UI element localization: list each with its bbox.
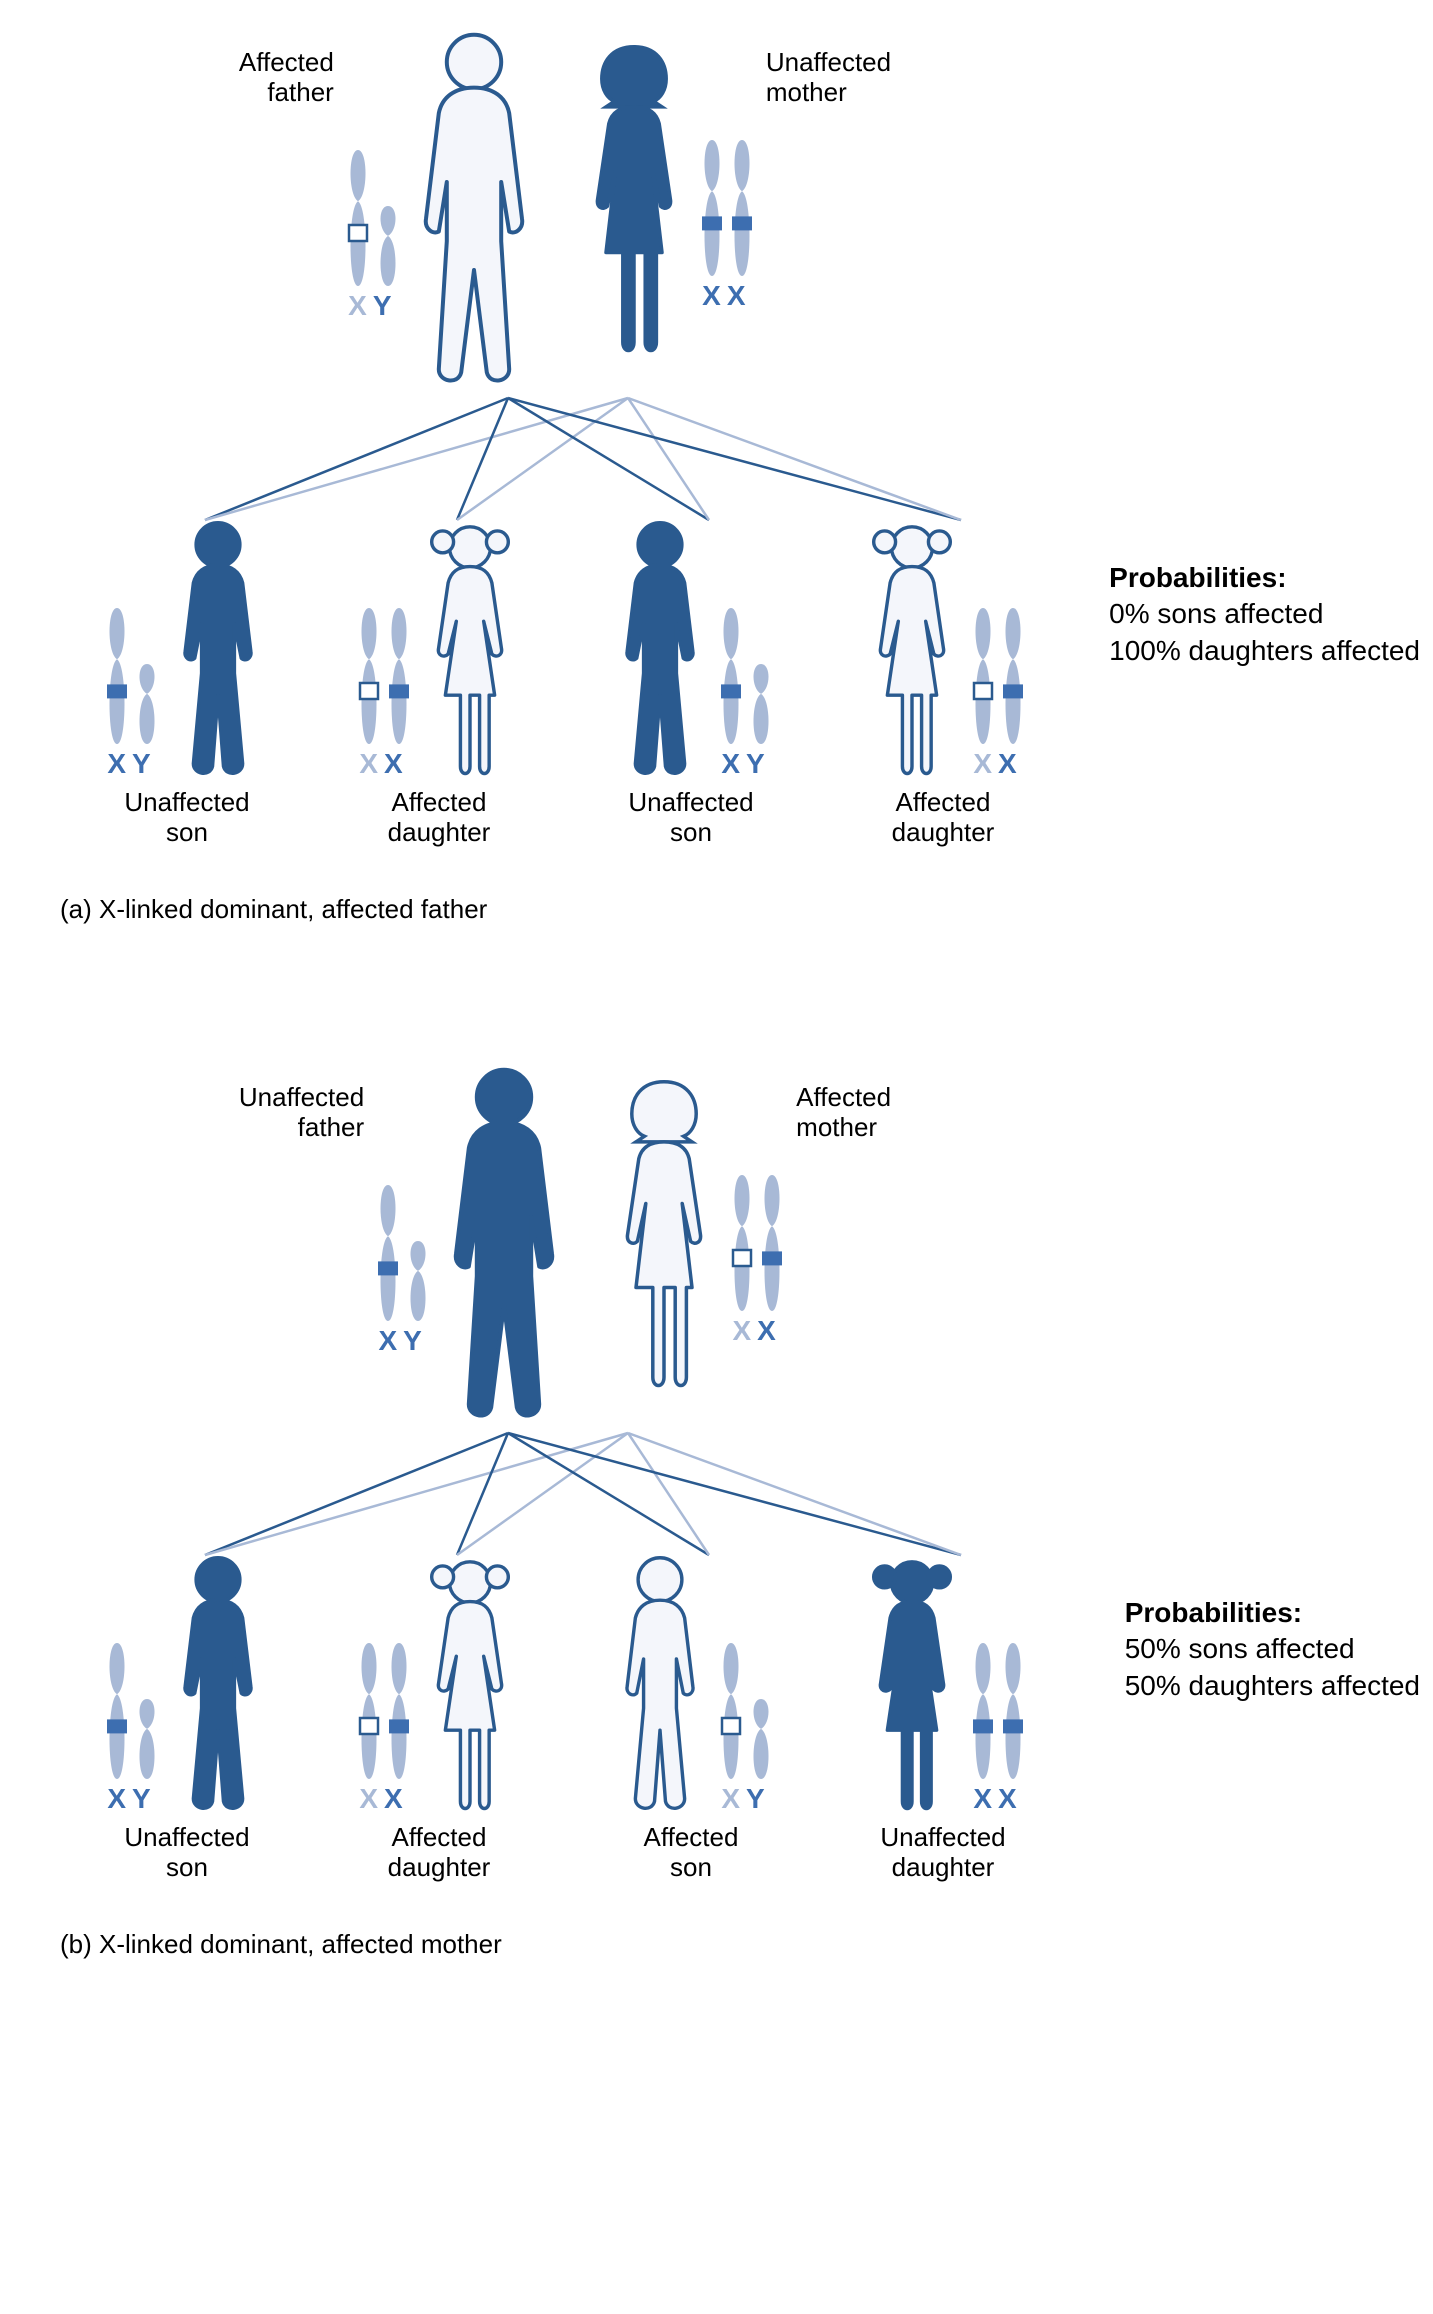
mother-block-a: XX Unaffected mother xyxy=(564,30,891,370)
prob-title-b: Probabilities: xyxy=(1125,1597,1302,1628)
panel-a-inner: Affected father XY XX Unaffected mother … xyxy=(40,30,1090,925)
prob-line-b-0: 50% sons affected xyxy=(1125,1633,1355,1664)
child-inner-b-1: XX xyxy=(353,1555,525,1815)
prob-title-a: Probabilities: xyxy=(1109,562,1286,593)
father-chrom-a: XY xyxy=(346,148,400,322)
child-block-a-1: XX Affected daughter xyxy=(329,520,549,848)
child-figure-a-3 xyxy=(857,520,967,780)
father-label-b: Unaffected father xyxy=(239,1083,364,1143)
child-inner-a-3: XX xyxy=(857,520,1029,780)
child-inner-b-2: XY xyxy=(605,1555,777,1815)
child-inner-b-3: XX xyxy=(857,1555,1029,1815)
child-chrom-a-3: XX xyxy=(971,606,1025,780)
child-block-a-3: XX Affected daughter xyxy=(833,520,1053,848)
child-chrom-b-0: XY xyxy=(105,1641,159,1815)
child-figure-a-0 xyxy=(163,520,273,780)
probabilities-a: Probabilities: 0% sons affected 100% dau… xyxy=(1109,560,1420,669)
child-figure-b-1 xyxy=(415,1555,525,1815)
child-label-a-1: Affected daughter xyxy=(388,788,491,848)
probabilities-b: Probabilities: 50% sons affected 50% dau… xyxy=(1125,1595,1420,1704)
panel-b: Unaffected father XY XX Affected mother … xyxy=(20,1065,1413,1960)
child-figure-b-0 xyxy=(163,1555,273,1815)
father-block-b: Unaffected father XY xyxy=(239,1065,584,1425)
father-figure-b xyxy=(424,1065,584,1425)
child-block-a-2: XY Unaffected son xyxy=(581,520,801,848)
mother-label-a: Unaffected mother xyxy=(766,48,891,108)
child-block-a-0: XY Unaffected son xyxy=(77,520,297,848)
child-label-a-0: Unaffected son xyxy=(124,788,249,848)
child-label-a-3: Affected daughter xyxy=(892,788,995,848)
mother-block-b: XX Affected mother xyxy=(594,1065,891,1405)
mother-figure-a xyxy=(564,30,704,370)
parents-row-a: Affected father XY XX Unaffected mother xyxy=(40,30,1090,410)
child-block-b-0: XY Unaffected son xyxy=(77,1555,297,1883)
child-figure-a-1 xyxy=(415,520,525,780)
child-inner-b-0: XY xyxy=(101,1555,273,1815)
child-chrom-b-2: XY xyxy=(719,1641,773,1815)
child-label-b-1: Affected daughter xyxy=(388,1823,491,1883)
child-block-b-1: XX Affected daughter xyxy=(329,1555,549,1883)
child-figure-b-2 xyxy=(605,1555,715,1815)
parents-row-b: Unaffected father XY XX Affected mother xyxy=(40,1065,1090,1445)
child-label-b-2: Affected son xyxy=(644,1823,739,1883)
prob-line-a-1: 100% daughters affected xyxy=(1109,635,1420,666)
child-figure-b-3 xyxy=(857,1555,967,1815)
child-chrom-b-1: XX xyxy=(357,1641,411,1815)
children-row-a: XY Unaffected son XX Affected daughter XY Una… xyxy=(40,520,1090,848)
child-chrom-b-3: XX xyxy=(971,1641,1025,1815)
child-chrom-a-0: XY xyxy=(105,606,159,780)
child-inner-a-0: XY xyxy=(101,520,273,780)
child-label-a-2: Unaffected son xyxy=(628,788,753,848)
child-block-b-2: XY Affected son xyxy=(581,1555,801,1883)
prob-line-b-1: 50% daughters affected xyxy=(1125,1670,1420,1701)
caption-b: (b) X-linked dominant, affected mother xyxy=(60,1929,1090,1960)
child-label-b-3: Unaffected daughter xyxy=(880,1823,1005,1883)
child-inner-a-1: XX xyxy=(353,520,525,780)
father-figure-a xyxy=(394,30,554,390)
father-chrom-b: XY xyxy=(376,1183,430,1357)
child-chrom-a-2: XY xyxy=(719,606,773,780)
father-label-a: Affected father xyxy=(239,48,334,108)
mother-chrom-b: XX xyxy=(730,1173,784,1347)
prob-line-a-0: 0% sons affected xyxy=(1109,598,1323,629)
child-chrom-a-1: XX xyxy=(357,606,411,780)
caption-a: (a) X-linked dominant, affected father xyxy=(60,894,1090,925)
child-inner-a-2: XY xyxy=(605,520,777,780)
panel-b-inner: Unaffected father XY XX Affected mother … xyxy=(40,1065,1090,1960)
mother-figure-b xyxy=(594,1065,734,1405)
father-block-a: Affected father XY xyxy=(239,30,554,390)
child-figure-a-2 xyxy=(605,520,715,780)
mother-label-b: Affected mother xyxy=(796,1083,891,1143)
child-block-b-3: XX Unaffected daughter xyxy=(833,1555,1053,1883)
child-label-b-0: Unaffected son xyxy=(124,1823,249,1883)
children-row-b: XY Unaffected son XX Affected daughter XY Aff… xyxy=(40,1555,1090,1883)
mother-chrom-a: XX xyxy=(700,138,754,312)
panel-a: Affected father XY XX Unaffected mother … xyxy=(20,30,1413,925)
